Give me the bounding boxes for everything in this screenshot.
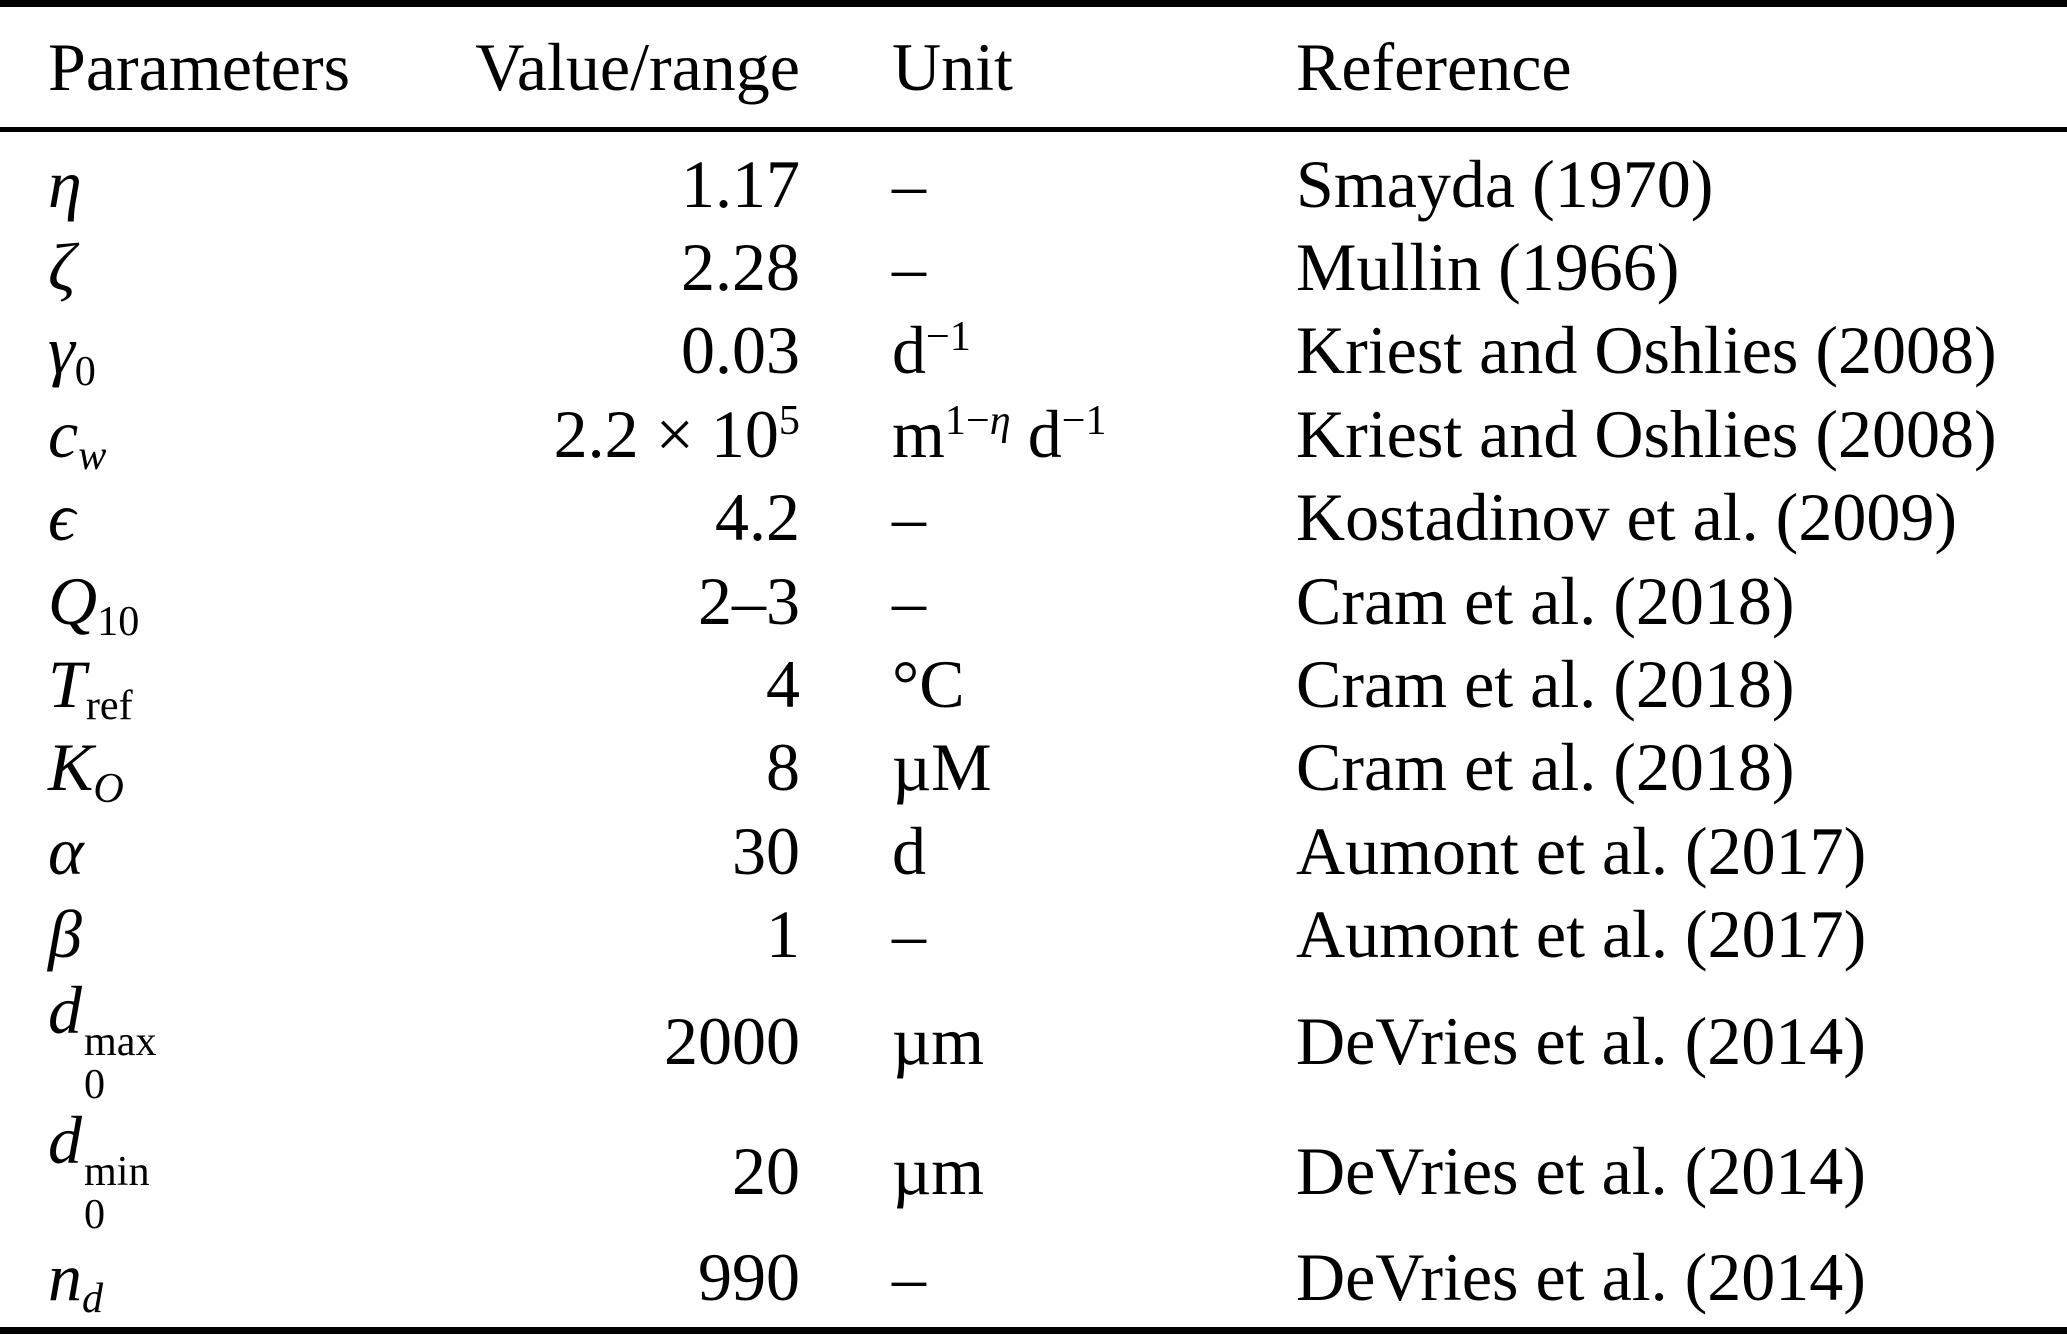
value-range-cell: 990 [698, 1239, 800, 1316]
parameter-symbol-cell: d min 0 [48, 1101, 150, 1238]
value-range-cell: 2000 [664, 1002, 800, 1079]
column-header-reference: Reference [1296, 29, 1572, 105]
unit-cell: d−1 [892, 312, 971, 389]
table-row: cw 2.2 × 105 m1−η d−1 Kriest and Oshlies… [0, 392, 2067, 479]
table-row: KO 8 µM Cram et al. (2018) [0, 726, 2067, 809]
parameter-symbol-cell: α [48, 812, 84, 889]
parameter-symbol-cell: d max 0 [48, 971, 157, 1108]
value-range-cell: 20 [732, 1132, 800, 1209]
parameter-symbol-cell: γ0 [48, 312, 96, 396]
reference-cell: Cram et al. (2018) [1296, 645, 1795, 722]
unit-cell: µM [892, 729, 992, 806]
unit-cell: – [892, 562, 926, 639]
parameter-symbol-cell: β [48, 896, 82, 973]
unit-cell: d [892, 812, 926, 889]
unit-cell: m1−η d−1 [892, 395, 1107, 472]
table-row: nd 990 – DeVries et al. (2014) [0, 1236, 2067, 1319]
table-row: ϵ 4.2 – Kostadinov et al. (2009) [0, 476, 2067, 559]
table-row: Tref 4 °C Cram et al. (2018) [0, 642, 2067, 729]
table-row: β 1 – Aumont et al. (2017) [0, 892, 2067, 975]
parameter-symbol-cell: KO [48, 729, 124, 813]
unit-cell: – [892, 145, 926, 222]
table-body: η 1.17 – Smayda (1970) ζ 2.28 – Mullin (… [0, 132, 2067, 1327]
parameter-symbol-cell: nd [48, 1239, 104, 1323]
unit-cell: – [892, 479, 926, 556]
reference-cell: Aumont et al. (2017) [1296, 812, 1867, 889]
column-header-value-range: Value/range [475, 29, 800, 105]
reference-cell: DeVries et al. (2014) [1296, 1002, 1866, 1079]
value-range-cell: 2–3 [698, 562, 800, 639]
value-range-cell: 2.28 [681, 229, 800, 306]
value-range-cell: 8 [766, 729, 800, 806]
value-range-cell: 30 [732, 812, 800, 889]
value-range-cell: 4.2 [715, 479, 800, 556]
table-row: Q10 2–3 – Cram et al. (2018) [0, 559, 2067, 646]
unit-cell: µm [892, 1132, 985, 1209]
table-row: γ0 0.03 d−1 Kriest and Oshlies (2008) [0, 309, 2067, 396]
reference-cell: DeVries et al. (2014) [1296, 1239, 1866, 1316]
table-row: d min 0 20 µm DeVries et al. (2014) [0, 1106, 2067, 1236]
value-range-cell: 2.2 × 105 [553, 395, 800, 472]
table-header-rule [0, 127, 2067, 132]
value-range-cell: 1.17 [681, 145, 800, 222]
parameter-symbol-cell: ϵ [48, 479, 76, 556]
column-header-unit: Unit [892, 29, 1013, 105]
parameter-symbol-cell: cw [48, 395, 107, 479]
value-range-cell: 0.03 [681, 312, 800, 389]
table-row: d max 0 2000 µm DeVries et al. (2014) [0, 976, 2067, 1106]
table-bottom-rule [0, 1327, 2067, 1334]
reference-cell: Kriest and Oshlies (2008) [1296, 395, 1997, 472]
reference-cell: Kostadinov et al. (2009) [1296, 479, 1957, 556]
parameter-symbol-cell: ζ [48, 229, 76, 306]
table-row: α 30 d Aumont et al. (2017) [0, 809, 2067, 892]
reference-cell: Cram et al. (2018) [1296, 729, 1795, 806]
value-range-cell: 4 [766, 645, 800, 722]
reference-cell: Aumont et al. (2017) [1296, 896, 1867, 973]
unit-cell: °C [892, 645, 965, 722]
unit-cell: – [892, 1239, 926, 1316]
unit-cell: µm [892, 1002, 985, 1079]
column-header-parameters: Parameters [48, 29, 351, 105]
parameter-symbol-cell: η [48, 145, 82, 222]
unit-cell: – [892, 229, 926, 306]
table-header-row: Parameters Value/range Unit Reference [0, 7, 2067, 127]
value-range-cell: 1 [766, 896, 800, 973]
parameter-symbol-cell: Q10 [48, 562, 140, 646]
table-top-rule [0, 0, 2067, 7]
reference-cell: Cram et al. (2018) [1296, 562, 1795, 639]
reference-cell: Smayda (1970) [1296, 145, 1714, 222]
reference-cell: Mullin (1966) [1296, 229, 1680, 306]
parameter-symbol-cell: Tref [48, 645, 133, 729]
reference-cell: DeVries et al. (2014) [1296, 1132, 1866, 1209]
reference-cell: Kriest and Oshlies (2008) [1296, 312, 1997, 389]
table-row: η 1.17 – Smayda (1970) [0, 142, 2067, 225]
unit-cell: – [892, 896, 926, 973]
table-row: ζ 2.28 – Mullin (1966) [0, 225, 2067, 308]
